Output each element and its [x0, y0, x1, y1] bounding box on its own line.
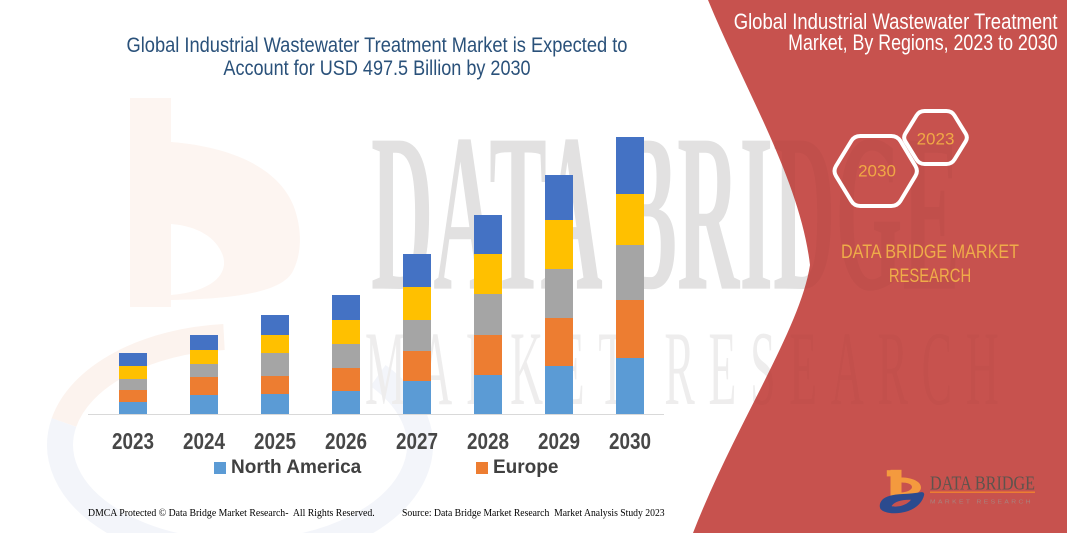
svg-text:2030: 2030 [858, 162, 896, 181]
svg-text:2023: 2023 [917, 130, 955, 149]
svg-text:MARKET RESEARCH: MARKET RESEARCH [930, 500, 1033, 506]
svg-text:DATA BRIDGE: DATA BRIDGE [930, 473, 1035, 495]
